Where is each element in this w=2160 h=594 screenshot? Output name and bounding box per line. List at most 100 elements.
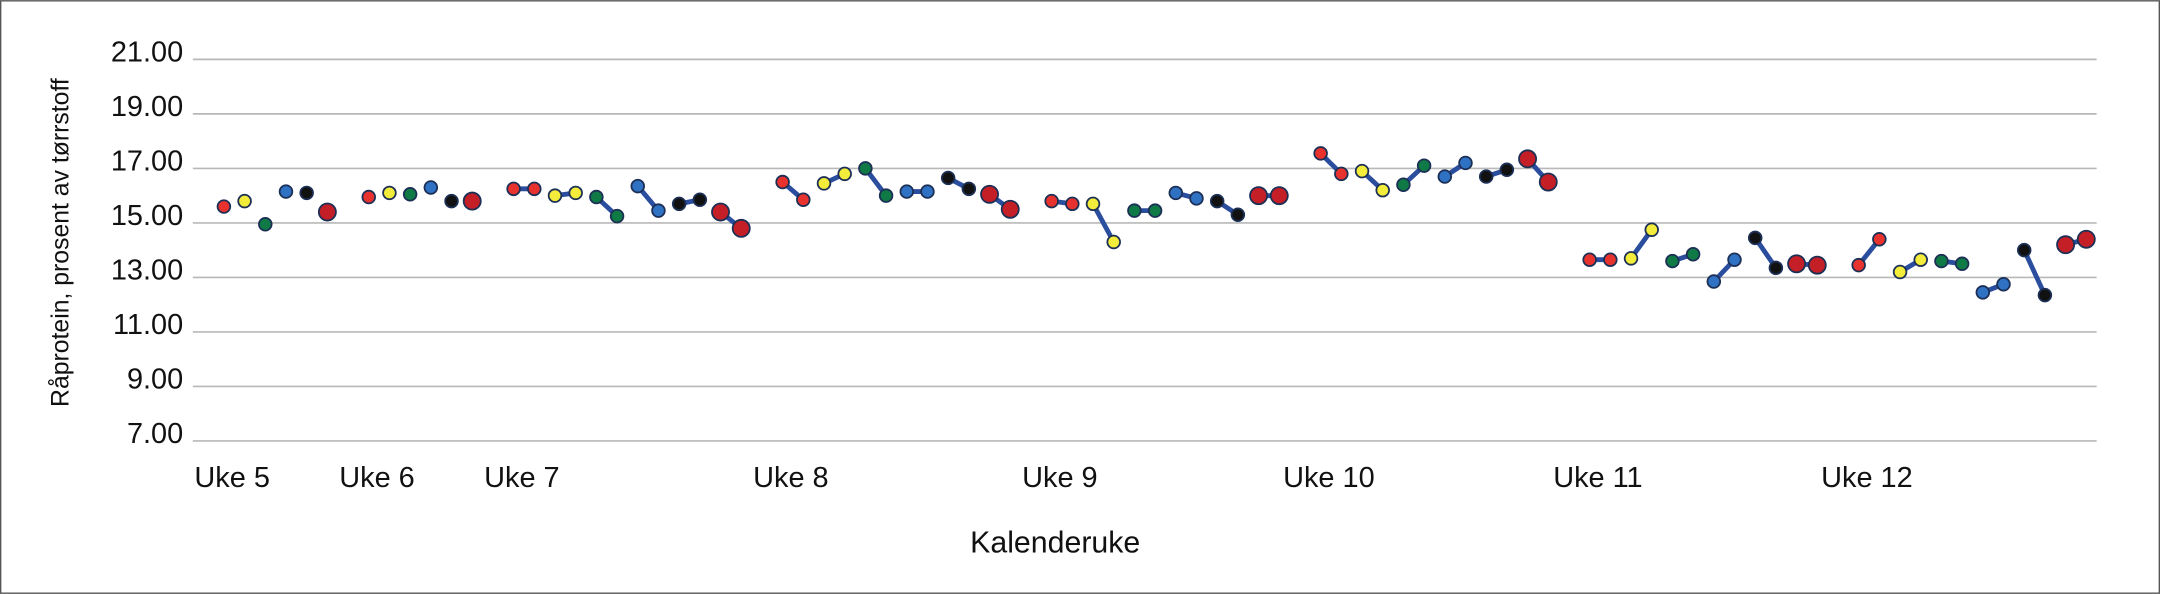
marker — [775, 174, 790, 190]
marker — [1807, 255, 1827, 275]
marker — [1913, 252, 1928, 267]
marker — [858, 161, 873, 176]
marker — [278, 184, 294, 199]
marker — [462, 191, 482, 211]
y-axis-label: Råprotein, prosent av tørrstoff — [48, 78, 75, 407]
marker — [1934, 253, 1949, 269]
x-tick-label: Uke 8 — [753, 462, 829, 494]
marker — [1230, 207, 1246, 222]
marker — [1044, 193, 1059, 209]
x-tick-label: Uke 10 — [1283, 462, 1375, 494]
marker — [1851, 257, 1866, 273]
y-tick-label: 9.00 — [127, 364, 183, 396]
marker — [1249, 186, 1268, 206]
marker — [878, 188, 894, 203]
marker — [1065, 196, 1080, 212]
marker — [711, 202, 730, 222]
marker — [731, 218, 751, 238]
marker — [1499, 162, 1515, 177]
marker — [1727, 252, 1742, 267]
series-line — [552, 168, 1924, 275]
marker — [1416, 158, 1432, 173]
marker — [692, 192, 708, 207]
marker — [237, 193, 252, 209]
y-tick-label: 13.00 — [111, 255, 183, 287]
marker — [1458, 155, 1473, 171]
marker — [2037, 287, 2053, 303]
marker — [1644, 222, 1659, 237]
marker — [2076, 229, 2096, 249]
marker — [1437, 169, 1453, 184]
marker — [402, 187, 418, 202]
marker — [1396, 177, 1411, 192]
marker — [1354, 163, 1370, 179]
marker — [423, 180, 439, 195]
x-tick-label: Uke 11 — [1553, 462, 1642, 494]
marker — [609, 208, 625, 224]
marker — [299, 185, 314, 201]
marker — [527, 181, 542, 197]
marker — [1538, 172, 1558, 192]
x-tick-label: Uke 12 — [1821, 462, 1913, 494]
y-tick-label: 11.00 — [113, 309, 183, 341]
marker — [1478, 169, 1494, 184]
marker — [816, 176, 832, 191]
marker — [1665, 253, 1680, 269]
marker — [1706, 274, 1722, 289]
marker — [1603, 252, 1618, 267]
series-line — [718, 156, 2089, 268]
marker — [980, 184, 999, 204]
series-line — [635, 160, 2006, 295]
series-line — [511, 150, 1882, 268]
marker — [1269, 186, 1289, 206]
marker — [1168, 185, 1184, 201]
marker — [1375, 182, 1390, 198]
marker — [1892, 264, 1908, 280]
marker — [216, 199, 232, 214]
series-line — [593, 163, 1965, 267]
marker — [258, 217, 273, 232]
marker — [361, 189, 376, 205]
y-tick-label: 21.00 — [111, 37, 183, 69]
marker — [651, 203, 666, 218]
marker — [1085, 196, 1101, 212]
marker — [961, 181, 977, 197]
marker — [547, 188, 563, 203]
marker — [920, 184, 935, 199]
marker — [506, 181, 521, 197]
marker — [671, 196, 687, 212]
marker — [1582, 252, 1597, 267]
y-tick-label: 17.00 — [111, 146, 183, 178]
x-axis-label: Kalenderuke — [970, 526, 1140, 559]
marker — [837, 166, 852, 182]
marker — [444, 193, 459, 209]
x-tick-label: Uke 7 — [484, 462, 560, 494]
marker — [1106, 234, 1121, 250]
marker — [2016, 242, 2032, 258]
y-tick-label: 7.00 — [127, 418, 183, 450]
marker — [899, 184, 915, 199]
x-tick-label: Uke 9 — [1022, 462, 1098, 494]
marker — [1127, 203, 1142, 218]
marker — [1975, 285, 1991, 300]
y-tick-label: 15.00 — [111, 200, 183, 232]
marker — [1787, 254, 1807, 274]
x-tick-label: Uke 5 — [194, 462, 270, 494]
marker — [1685, 247, 1701, 262]
marker — [2056, 235, 2076, 255]
marker — [1000, 199, 1020, 219]
marker — [589, 189, 604, 205]
marker — [1768, 260, 1784, 276]
marker — [630, 178, 645, 194]
marker — [1147, 203, 1163, 218]
marker — [1518, 149, 1538, 169]
marker — [1872, 232, 1887, 247]
marker — [382, 185, 397, 201]
marker — [1189, 191, 1204, 206]
marker — [1623, 251, 1639, 266]
x-tick-label: Uke 6 — [339, 462, 415, 494]
marker — [568, 185, 583, 201]
